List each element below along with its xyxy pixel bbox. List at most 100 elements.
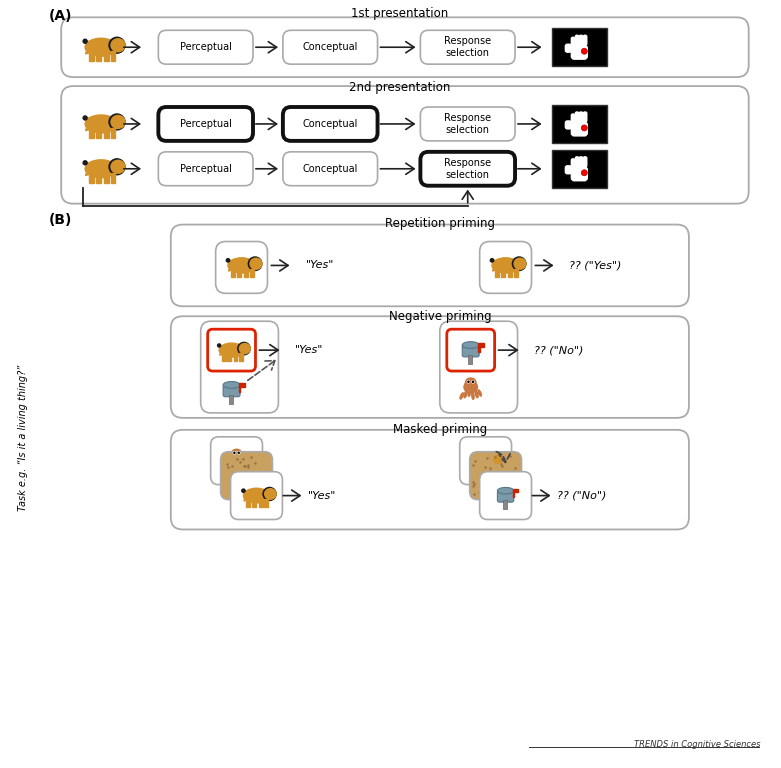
Text: ?? ("No"): ?? ("No")	[534, 345, 584, 355]
FancyBboxPatch shape	[171, 430, 689, 529]
Bar	[482, 464, 485, 471]
Ellipse shape	[223, 382, 240, 389]
Text: "Yes": "Yes"	[306, 260, 335, 270]
Bar	[514, 269, 518, 277]
Ellipse shape	[112, 117, 124, 127]
Ellipse shape	[464, 381, 477, 393]
Ellipse shape	[83, 39, 87, 43]
FancyBboxPatch shape	[420, 152, 515, 186]
Ellipse shape	[228, 258, 255, 273]
FancyBboxPatch shape	[159, 107, 253, 141]
Bar	[111, 128, 116, 138]
FancyBboxPatch shape	[572, 45, 587, 59]
Text: 2nd presentation: 2nd presentation	[349, 81, 451, 94]
Ellipse shape	[111, 38, 125, 51]
Text: 1st presentation: 1st presentation	[351, 8, 448, 21]
Bar	[259, 499, 262, 507]
Ellipse shape	[85, 38, 117, 56]
Bar	[552, 105, 607, 143]
Bar	[246, 499, 251, 507]
FancyBboxPatch shape	[480, 241, 532, 293]
Ellipse shape	[230, 452, 243, 464]
Ellipse shape	[265, 488, 276, 499]
FancyBboxPatch shape	[440, 321, 518, 413]
FancyBboxPatch shape	[61, 18, 749, 77]
Ellipse shape	[581, 125, 587, 131]
Bar	[234, 353, 237, 361]
Ellipse shape	[234, 452, 236, 454]
Ellipse shape	[492, 258, 519, 273]
FancyBboxPatch shape	[460, 437, 512, 485]
Ellipse shape	[491, 454, 503, 465]
Bar	[222, 353, 226, 361]
FancyBboxPatch shape	[216, 241, 267, 293]
FancyBboxPatch shape	[420, 107, 515, 141]
Text: Negative priming: Negative priming	[388, 310, 491, 323]
Bar	[250, 269, 254, 277]
FancyBboxPatch shape	[283, 30, 377, 65]
FancyBboxPatch shape	[576, 112, 579, 122]
Ellipse shape	[468, 389, 470, 396]
FancyBboxPatch shape	[480, 472, 532, 519]
Bar	[231, 269, 235, 277]
Text: "Yes": "Yes"	[295, 345, 323, 355]
Text: Masked priming: Masked priming	[393, 423, 487, 436]
Ellipse shape	[242, 489, 245, 492]
FancyBboxPatch shape	[497, 491, 514, 502]
Ellipse shape	[493, 455, 503, 464]
FancyBboxPatch shape	[576, 157, 579, 167]
FancyBboxPatch shape	[565, 45, 572, 52]
FancyBboxPatch shape	[201, 321, 278, 413]
Ellipse shape	[219, 343, 244, 357]
Text: ?? ("No"): ?? ("No")	[558, 491, 607, 501]
Bar	[111, 173, 116, 183]
Ellipse shape	[237, 463, 240, 470]
Text: Conceptual: Conceptual	[302, 164, 358, 174]
Ellipse shape	[218, 344, 221, 347]
Ellipse shape	[112, 161, 124, 172]
Text: Response
selection: Response selection	[444, 36, 491, 58]
Ellipse shape	[476, 391, 478, 398]
Bar	[513, 489, 514, 497]
Text: Perceptual: Perceptual	[180, 164, 232, 174]
FancyBboxPatch shape	[283, 152, 377, 186]
Bar	[227, 353, 231, 361]
Bar	[480, 343, 484, 346]
FancyBboxPatch shape	[171, 224, 689, 306]
FancyBboxPatch shape	[420, 30, 515, 65]
Ellipse shape	[512, 257, 526, 270]
Ellipse shape	[473, 455, 476, 458]
FancyBboxPatch shape	[230, 472, 283, 519]
Text: TRENDS in Cognitive Sciences: TRENDS in Cognitive Sciences	[634, 740, 761, 749]
Ellipse shape	[468, 381, 469, 382]
Text: Task e.g. “Is it a living thing?”: Task e.g. “Is it a living thing?”	[18, 365, 28, 511]
Ellipse shape	[497, 488, 514, 494]
FancyBboxPatch shape	[220, 452, 273, 499]
Ellipse shape	[112, 40, 124, 51]
Ellipse shape	[472, 392, 474, 399]
Ellipse shape	[244, 461, 247, 466]
Ellipse shape	[226, 464, 230, 469]
Text: Conceptual: Conceptual	[302, 42, 358, 52]
FancyBboxPatch shape	[171, 316, 689, 418]
Bar	[264, 499, 269, 507]
Ellipse shape	[514, 258, 526, 270]
Text: Conceptual: Conceptual	[302, 119, 358, 129]
Text: Response
selection: Response selection	[444, 158, 491, 180]
FancyBboxPatch shape	[572, 167, 587, 180]
Ellipse shape	[85, 160, 117, 177]
FancyBboxPatch shape	[572, 159, 575, 167]
Ellipse shape	[226, 259, 230, 262]
Ellipse shape	[237, 343, 250, 355]
FancyBboxPatch shape	[580, 35, 583, 45]
FancyBboxPatch shape	[583, 35, 587, 45]
Bar	[111, 51, 116, 61]
Ellipse shape	[464, 391, 467, 398]
Ellipse shape	[234, 452, 235, 453]
Bar	[239, 353, 243, 361]
Text: Perceptual: Perceptual	[180, 119, 232, 129]
FancyBboxPatch shape	[211, 437, 262, 485]
FancyBboxPatch shape	[583, 157, 587, 167]
Bar	[468, 356, 473, 364]
Bar	[552, 28, 607, 66]
